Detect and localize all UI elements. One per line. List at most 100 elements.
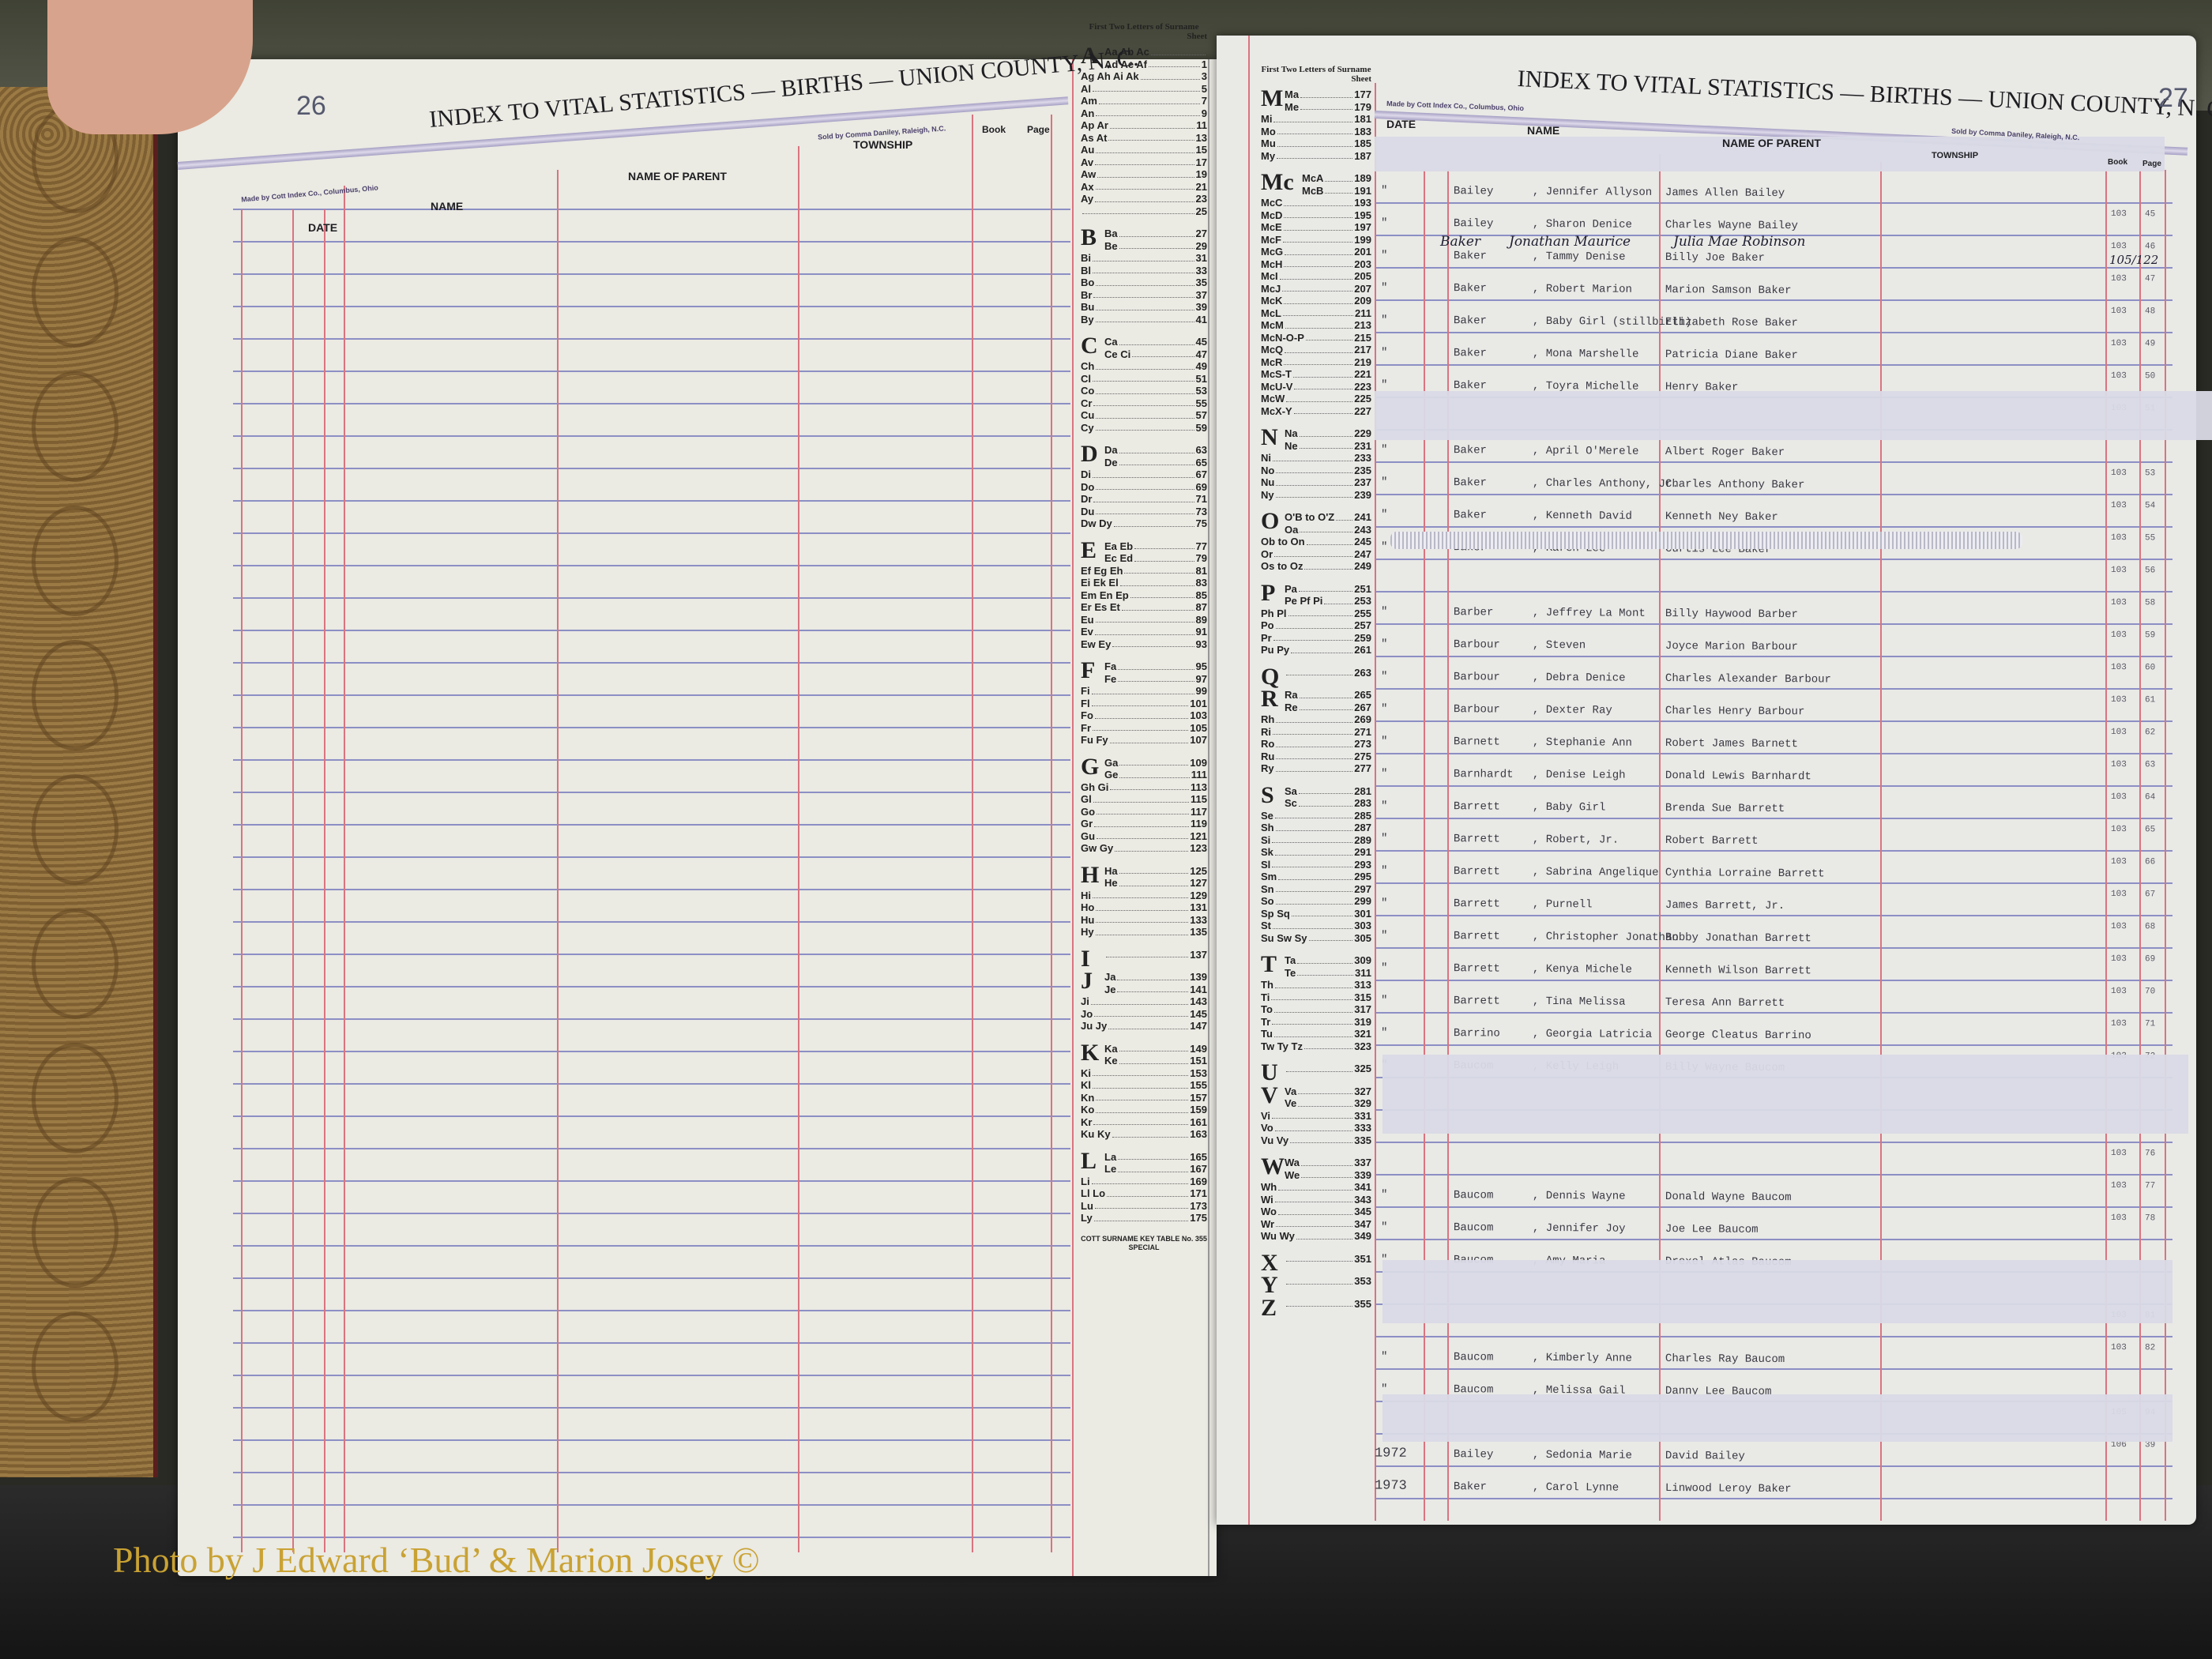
entry-book: 103 <box>2111 630 2127 641</box>
key-group-letter: O <box>1261 508 1280 534</box>
key-entry: Dr 71 <box>1081 493 1207 506</box>
key-entry-sheet: 301 <box>1354 907 1371 920</box>
entry-date: ″ <box>1380 249 1388 262</box>
key-entry: Gr 119 <box>1081 818 1207 830</box>
entry-surname: Baucom <box>1453 1221 1494 1235</box>
entry-book: 103 <box>2111 371 2127 382</box>
key-entry-sheet: 47 <box>1195 348 1207 360</box>
key-entry-sheet: 263 <box>1354 666 1371 679</box>
key-entry: Ni 233 <box>1261 452 1371 465</box>
key-entry-sheet: 5 <box>1201 82 1207 95</box>
key-entry-sheet: 247 <box>1354 547 1371 560</box>
key-entry-sheet: 79 <box>1195 552 1207 564</box>
key-entry-leader <box>1124 565 1194 574</box>
key-entry-sheet: 117 <box>1191 805 1207 818</box>
key-entry-sheet: 241 <box>1354 511 1371 523</box>
key-entry-sheet: 303 <box>1354 920 1371 931</box>
key-entry-sheet: 151 <box>1190 1055 1207 1066</box>
entry-surname: Baker <box>1453 250 1488 263</box>
entry-surname: Barrett <box>1453 897 1500 911</box>
key-entry-letters: McE <box>1261 221 1282 233</box>
key-entry-sheet: 205 <box>1354 270 1371 282</box>
table-row: ″ Barrino , Georgia Latricia George Cleatus… <box>1375 1010 2172 1048</box>
key-entry: Sm 295 <box>1261 871 1371 883</box>
entry-parent-name: Bobby Jonathan Barrett <box>1665 931 1811 946</box>
key-entry: Pe Pf Pi 253 <box>1261 595 1371 608</box>
key-entry: Bi 31 <box>1081 252 1207 265</box>
entry-date: ″ <box>1380 508 1388 521</box>
key-entry-letters: Sk <box>1261 846 1273 858</box>
entry-surname: Baker <box>1453 314 1488 328</box>
paper-strip <box>1382 1055 2188 1134</box>
key-entry-leader <box>1117 971 1189 980</box>
key-entry-leader <box>1119 1055 1189 1064</box>
key-entry-leader <box>1286 1298 1353 1307</box>
entry-parent-name: Linwood Leroy Baker <box>1665 1482 1792 1496</box>
key-entry-sheet: 103 <box>1190 709 1207 721</box>
key-entry: De 65 <box>1081 457 1207 469</box>
key-entry: Wa 337 <box>1261 1157 1371 1169</box>
entry-date: ″ <box>1380 702 1388 716</box>
key-group-g: G Ga 109 Ge 111 Gh Gi 113 Gl 115 Go 117 Gr 119 Gu 121 G… <box>1081 754 1207 855</box>
key-entry: McS-T 221 <box>1261 368 1371 381</box>
entry-book: 103 <box>2111 306 2127 317</box>
key-entry-sheet: 197 <box>1354 221 1371 233</box>
key-entry-leader <box>1273 632 1353 641</box>
key-entry-sheet: 271 <box>1354 725 1371 738</box>
key-entry-sheet: 129 <box>1190 889 1207 901</box>
key-entry-leader <box>1118 673 1194 682</box>
key-entry-sheet: 55 <box>1195 397 1207 409</box>
key-entry-sheet: 193 <box>1354 197 1371 209</box>
key-entry-leader <box>1096 1104 1189 1113</box>
key-entry-sheet: 65 <box>1195 456 1207 468</box>
key-entry-sheet: 213 <box>1354 319 1371 331</box>
key-entry-sheet: 7 <box>1201 95 1207 107</box>
key-entry: Ag Ah Ai Ak 3 <box>1081 70 1207 83</box>
key-entry-sheet: 345 <box>1354 1206 1371 1217</box>
table-row: ″ Barrett , Kenya Michele Kenneth Wilson Ba… <box>1375 946 2172 984</box>
key-entry-leader <box>1324 595 1353 604</box>
entry-date: ″ <box>1380 216 1388 230</box>
table-row: ″ Barbour , Debra Denice Charles Alexander … <box>1375 654 2172 692</box>
key-entry-leader <box>1112 638 1194 647</box>
column-rule <box>1051 115 1052 1552</box>
key-entry-letters: Wi <box>1261 1193 1273 1206</box>
key-entry-sheet: 223 <box>1354 380 1371 393</box>
key-entry-sheet: 23 <box>1195 193 1207 205</box>
key-entry: Br 37 <box>1081 289 1207 302</box>
key-entry-leader <box>1118 1151 1189 1160</box>
table-row: ″ Baker, Baby Girl (stillbirth) Elizabeth … <box>1375 298 2172 336</box>
key-entry-leader <box>1300 101 1353 110</box>
key-entry: Wr 347 <box>1261 1218 1371 1231</box>
maker-imprint: Made by Cott Index Co., Columbus, Ohio <box>1386 99 1525 113</box>
key-group-h: H Ha 125 He 127 Hi 129 Ho 131 Hu 133 Hy 135 <box>1081 863 1207 939</box>
key-entry-leader <box>1090 995 1189 1005</box>
key-entry-letters: Tr <box>1261 1015 1271 1028</box>
entry-page: 65 <box>2145 825 2156 835</box>
key-group-letter: J <box>1081 968 1093 994</box>
entry-surname: Barbour <box>1453 671 1500 684</box>
key-entry-leader <box>1093 1116 1189 1125</box>
entry-parent-name: James Allen Bailey <box>1665 186 1785 201</box>
key-entry-leader <box>1108 132 1194 141</box>
key-entry-leader <box>1134 540 1194 549</box>
key-entry-leader <box>1150 46 1206 55</box>
key-entry-leader <box>1298 1085 1353 1094</box>
key-entry: Go 117 <box>1081 806 1207 818</box>
entry-surname: Baker <box>1453 444 1488 457</box>
key-entry-leader <box>1276 738 1353 747</box>
entry-date: ″ <box>1380 281 1388 295</box>
key-entry-letters: Ph Pl <box>1261 607 1287 619</box>
entry-given-name: , Georgia Latricia <box>1532 1027 1653 1041</box>
key-entry-sheet: 329 <box>1354 1097 1371 1109</box>
key-entry: Gh Gi 113 <box>1081 781 1207 794</box>
key-group-q: Q 263 <box>1261 664 1371 688</box>
entry-surname: Barrett <box>1453 995 1500 1008</box>
key-group-letter: B <box>1081 224 1097 250</box>
key-entry: Al 5 <box>1081 83 1207 96</box>
key-entry-sheet: 95 <box>1195 660 1207 672</box>
key-entry-sheet: 183 <box>1354 125 1371 137</box>
key-entry-letters: Go <box>1081 805 1096 818</box>
key-entry: Si 289 <box>1261 834 1371 847</box>
key-entry-sheet: 211 <box>1355 307 1371 319</box>
